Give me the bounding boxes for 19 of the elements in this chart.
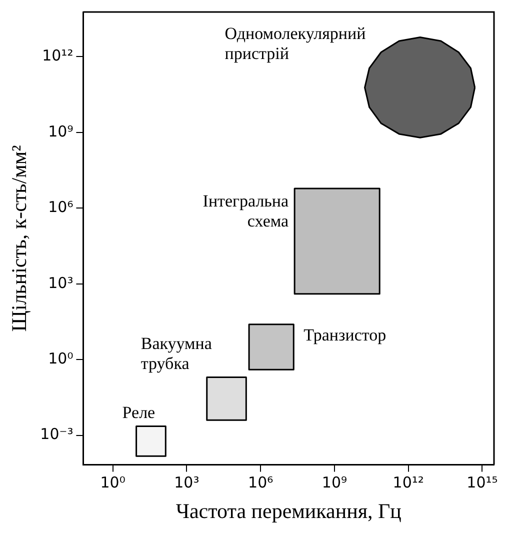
y-tick-label: 10¹² (42, 46, 74, 65)
x-tick-label: 10³ (174, 474, 200, 492)
x-tick-label: 10¹⁵ (466, 474, 498, 492)
series-label: Транзистор (304, 325, 386, 344)
series-label: Інтегральна схема (202, 192, 290, 231)
series-label: Реле (122, 403, 156, 422)
series-label: Одномолекулярний пристрій (224, 24, 366, 64)
y-tick-label: 10⁻³ (40, 425, 74, 444)
x-tick-label: 10⁹ (322, 474, 348, 492)
x-tick-label: 10¹² (392, 474, 424, 492)
x-tick-label: 10⁶ (248, 474, 274, 492)
y-tick-label: 10⁶ (48, 198, 74, 216)
y-axis-title: Щільність, к-сть/мм² (7, 145, 32, 332)
x-axis-title: Частота перемикання, Гц (176, 498, 402, 523)
x-tick-label: 10⁰ (100, 474, 126, 492)
y-tick-label: 10⁰ (48, 349, 74, 368)
y-tick-label: 10⁹ (48, 122, 74, 140)
y-tick-label: 10³ (48, 274, 74, 292)
series-label: Вакуумна трубка (140, 334, 212, 374)
